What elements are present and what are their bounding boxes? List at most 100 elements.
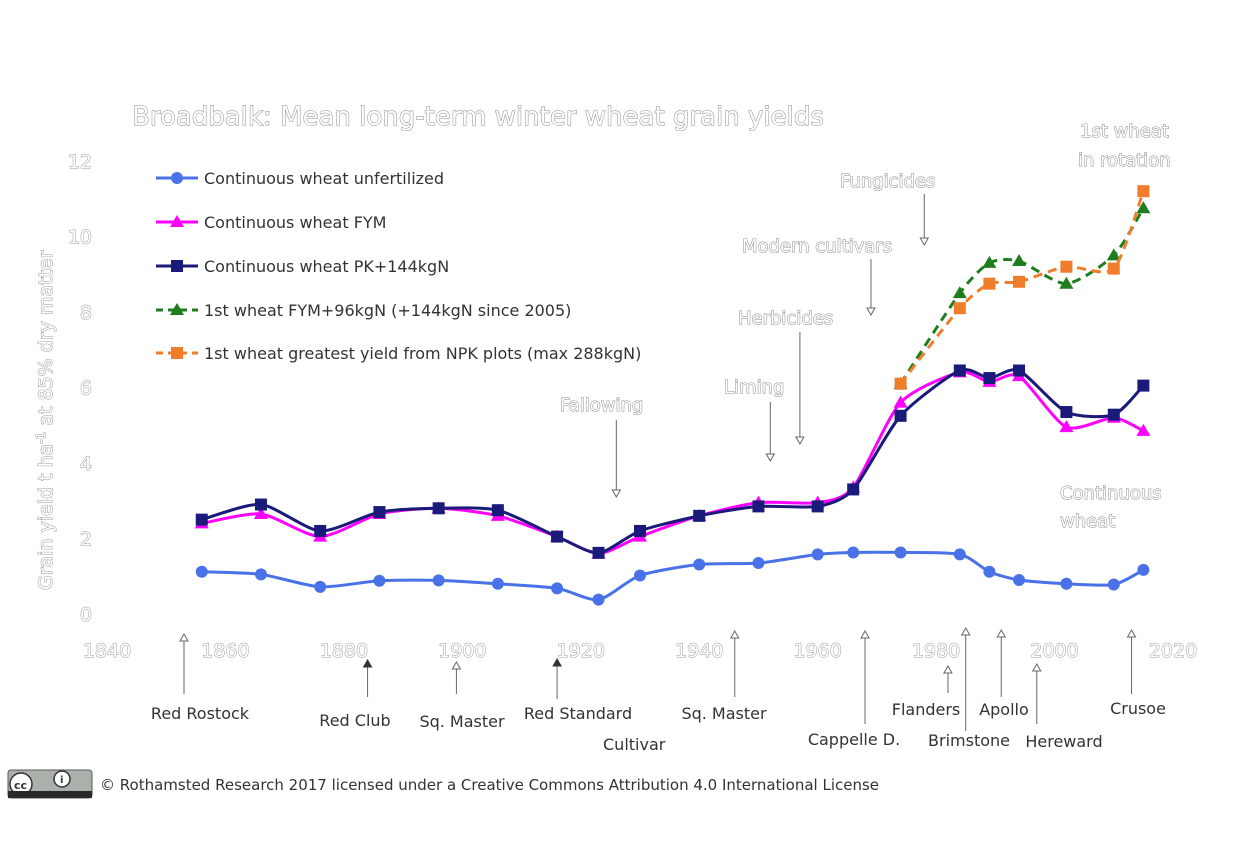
cultivar-hereward: Hereward xyxy=(1025,662,1103,751)
data-point xyxy=(1059,276,1074,289)
legend: Continuous wheat unfertilized Continuous … xyxy=(156,169,641,363)
legend-label: Continuous wheat FYM xyxy=(204,213,386,232)
y-tick-label: 2 xyxy=(80,529,92,551)
series-3 xyxy=(893,201,1151,389)
legend-marker xyxy=(171,260,183,272)
cultivar-axis-label: Cultivar xyxy=(603,735,666,754)
annotation-arrowhead xyxy=(919,237,930,247)
data-point xyxy=(1060,406,1073,419)
data-point xyxy=(254,498,267,511)
data-point xyxy=(373,574,386,587)
data-point xyxy=(811,500,824,513)
annotation-first-wheat-line2: in rotation xyxy=(1078,150,1171,171)
cc-by-badge: cc i xyxy=(7,769,93,799)
y-axis-label: Grain yield t ha-1 at 85% dry matter xyxy=(34,250,58,591)
y-tick-label: 4 xyxy=(80,453,92,475)
cc-icon: cc xyxy=(14,779,27,792)
annotation-modern-cultivars: Modern cultivars xyxy=(742,236,892,257)
legend-label: 1st wheat greatest yield from NPK plots … xyxy=(204,344,641,363)
data-point xyxy=(1107,578,1120,591)
data-point xyxy=(314,580,327,593)
data-point xyxy=(693,509,706,522)
annotation-continuous-wheat-line2: wheat xyxy=(1060,511,1115,532)
data-point xyxy=(253,506,268,519)
data-point xyxy=(1060,577,1073,590)
data-point xyxy=(1106,248,1121,261)
legend-label: Continuous wheat PK+144kgN xyxy=(204,257,449,276)
x-tick-label: 1860 xyxy=(201,640,249,662)
data-point xyxy=(314,524,327,537)
legend-entry: Continuous wheat unfertilized xyxy=(156,169,444,188)
data-point xyxy=(752,557,765,570)
series-4 xyxy=(894,185,1150,390)
by-icon: i xyxy=(60,775,63,786)
x-tick-label: 1900 xyxy=(438,640,486,662)
series-layer xyxy=(194,185,1151,606)
annotation-arrows xyxy=(611,194,930,499)
y-tick-label: 6 xyxy=(80,378,92,400)
legend-entry: 1st wheat FYM+96kgN (+144kgN since 2005) xyxy=(156,301,571,320)
cultivar-red-club: Red Club xyxy=(319,658,391,730)
cultivar-arrowhead xyxy=(451,660,462,670)
annotation-first-wheat-line1: 1st wheat xyxy=(1080,121,1169,142)
data-point xyxy=(592,593,605,606)
annotation-continuous-wheat-line1: Continuous xyxy=(1060,483,1162,504)
annotation-arrowhead xyxy=(795,436,805,446)
data-point xyxy=(1137,185,1150,198)
cultivar-label: Flanders xyxy=(892,700,961,719)
cultivar-arrowhead xyxy=(179,632,189,642)
data-point xyxy=(1107,408,1120,421)
y-tick-label: 10 xyxy=(68,227,92,249)
chart-title: Broadbalk: Mean long-term winter wheat g… xyxy=(132,102,824,132)
data-point xyxy=(1137,379,1150,392)
data-point xyxy=(1013,364,1026,377)
series-2 xyxy=(195,364,1150,559)
data-point xyxy=(953,364,966,377)
cultivar-arrowhead xyxy=(362,658,373,668)
data-point xyxy=(373,506,386,519)
license-footer: cc i © Rothamsted Research 2017 licensed… xyxy=(7,769,879,799)
legend-marker xyxy=(171,172,183,184)
y-tick-label: 8 xyxy=(80,302,92,324)
y-tick-label: 0 xyxy=(80,604,92,626)
data-point xyxy=(693,558,706,571)
annotation-arrowhead xyxy=(765,453,776,463)
cultivar-red-rostock: Red Rostock xyxy=(151,632,250,723)
data-point xyxy=(952,286,967,299)
data-point xyxy=(551,582,564,595)
data-point xyxy=(1060,260,1073,273)
cultivar-brimstone: Brimstone xyxy=(928,626,1010,750)
cultivar-label: Sq. Master xyxy=(681,704,767,723)
data-point xyxy=(847,546,860,559)
cultivar-label: Brimstone xyxy=(928,731,1010,750)
data-point xyxy=(752,500,765,513)
legend-label: 1st wheat FYM+96kgN (+144kgN since 2005) xyxy=(204,301,571,320)
data-point xyxy=(634,524,646,537)
cultivar-label: Apollo xyxy=(979,700,1029,719)
data-point xyxy=(893,395,908,408)
x-axis-ticks: 1840 1860 1880 1900 1920 1940 1960 1980 2000 2020 xyxy=(82,640,1197,663)
cultivar-flanders: Flanders xyxy=(892,664,961,719)
data-point xyxy=(1013,574,1026,587)
data-point xyxy=(592,546,605,559)
data-point xyxy=(634,569,646,582)
cultivar-cappelle: Cappelle D. xyxy=(808,629,900,749)
data-point xyxy=(195,513,208,526)
data-point xyxy=(953,302,966,315)
data-point xyxy=(1137,563,1150,576)
annotation-layer: Fallowing Liming Herbicides Modern culti… xyxy=(560,121,1172,533)
data-point xyxy=(254,568,267,581)
data-point xyxy=(983,372,996,385)
series-line xyxy=(201,550,1145,602)
cultivar-label: Hereward xyxy=(1025,732,1102,751)
legend-entry: 1st wheat greatest yield from NPK plots … xyxy=(156,344,641,363)
legend-entry: Continuous wheat PK+144kgN xyxy=(156,257,449,276)
data-point xyxy=(953,548,966,561)
data-point xyxy=(1059,420,1074,433)
data-point xyxy=(1013,275,1026,288)
cultivar-arrowhead xyxy=(1126,628,1137,638)
x-tick-label: 1840 xyxy=(83,640,131,662)
data-point xyxy=(894,546,907,559)
cultivar-layer: Cultivar Red Rostock Red Club Sq. Master Re… xyxy=(151,626,1166,754)
data-point xyxy=(432,502,445,515)
